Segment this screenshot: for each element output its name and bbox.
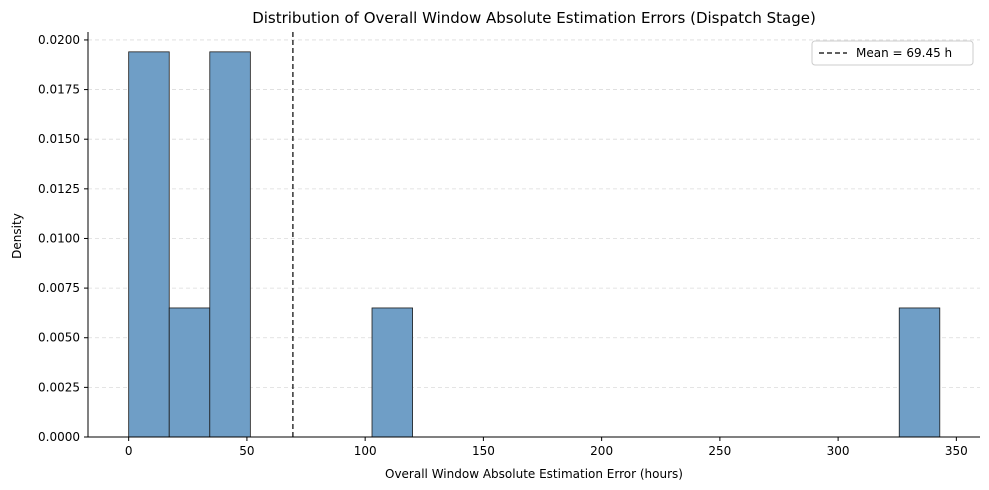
y-tick-label-4: 0.0100 [38,231,80,245]
histogram-bar-4 [898,307,941,438]
y-tick-label-6: 0.0150 [38,132,80,146]
x-tick-label-4: 200 [590,444,613,458]
histogram-bar-1 [168,307,211,438]
y-tick-label-5: 0.0125 [38,182,80,196]
histogram-bar-0 [128,51,170,438]
y-tick-label-1: 0.0025 [38,380,80,394]
y-tick-label-7: 0.0175 [38,83,80,97]
y-tick-label-3: 0.0075 [38,281,80,295]
x-tick-label-5: 250 [708,444,731,458]
histogram-bars [128,51,941,438]
x-tick-label-0: 0 [125,444,133,458]
x-axis: 0 50 100 150 200 250 300 350 [88,436,980,458]
histogram-bar-2 [209,51,251,438]
y-tick-label-8: 0.0200 [38,33,80,47]
x-tick-label-2: 100 [354,444,377,458]
x-axis-label: Overall Window Absolute Estimation Error… [385,467,683,481]
legend: Mean = 69.45 h [811,40,974,66]
y-axis: 0.0000 0.0025 0.0050 0.0075 0.0100 0.0125 0.01… [38,32,89,444]
histogram-bar-3 [371,307,413,438]
chart-title: Distribution of Overall Window Absolute … [252,9,816,27]
x-tick-label-1: 50 [239,444,254,458]
x-tick-label-3: 150 [472,444,495,458]
legend-box [811,40,974,66]
y-tick-label-0: 0.0000 [38,430,80,444]
x-tick-label-6: 300 [827,444,850,458]
legend-mean-label: Mean = 69.45 h [856,46,952,60]
x-tick-label-7: 350 [945,444,968,458]
y-tick-label-2: 0.0050 [38,331,80,345]
y-axis-label: Density [10,213,24,259]
